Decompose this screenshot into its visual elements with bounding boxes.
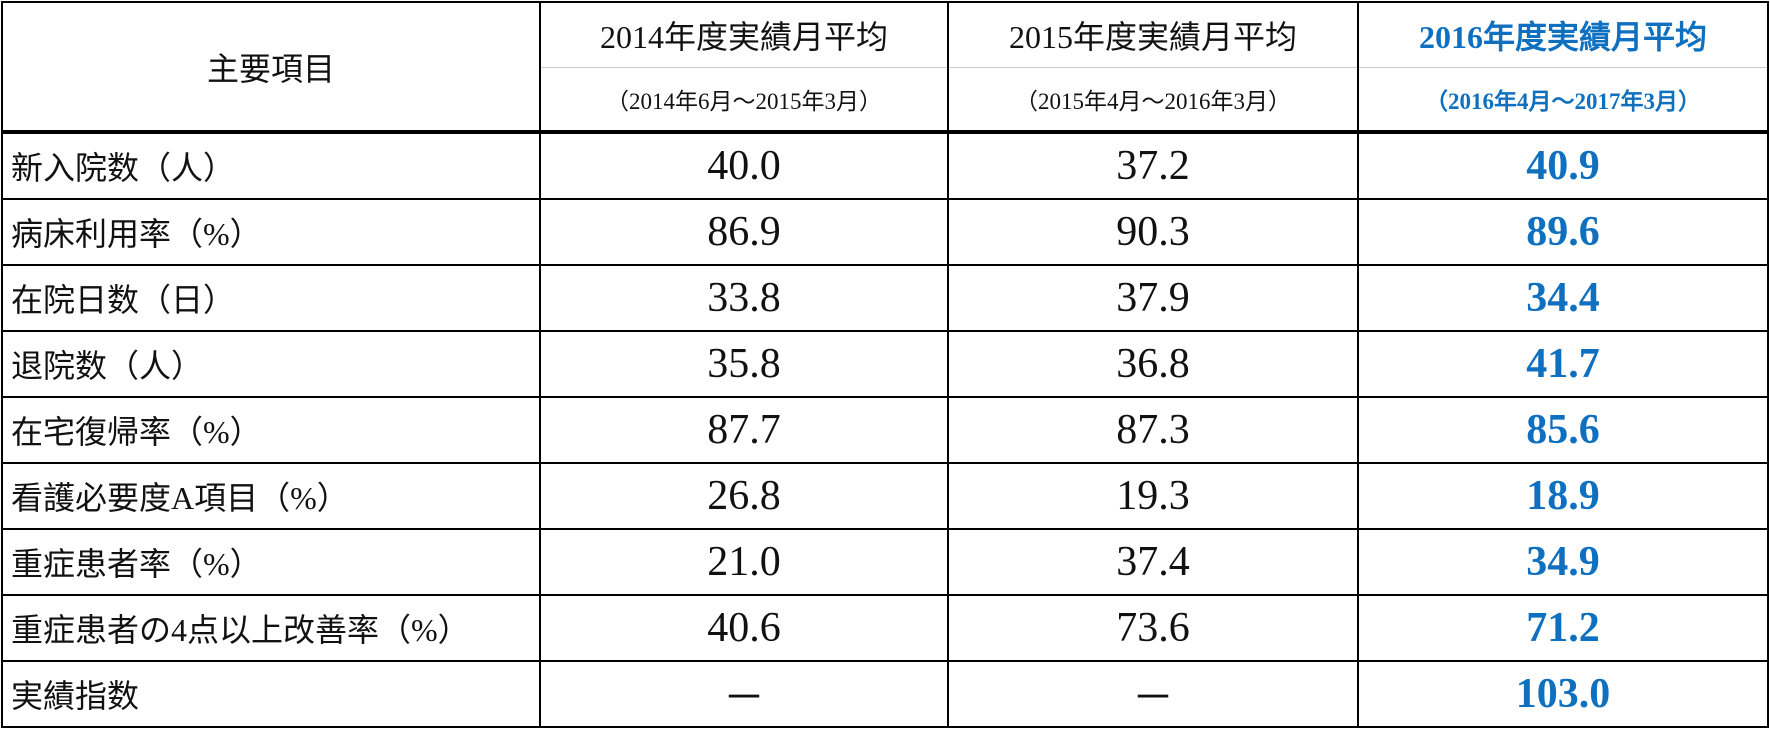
value-cell: － [539,660,949,728]
value-cell: 35.8 [539,330,949,398]
column-period: （2016年4月～2017年3月） [1357,67,1769,134]
table-row: 重症患者の4点以上改善率（%） 40.6 73.6 71.2 [1,594,1769,662]
column-title: 2016年度実績月平均 [1357,1,1769,68]
table-row: 主要項目 2014年度実績月平均 2015年度実績月平均 2016年度実績月平均 [1,1,1769,134]
value-cell: 87.7 [539,396,949,464]
row-label: 在院日数（日） [1,264,541,332]
row-label: 実績指数 [1,660,541,728]
value-cell: 40.0 [539,131,949,200]
value-cell: 37.2 [947,131,1359,200]
row-label: 新入院数（人） [1,131,541,200]
value-cell: 33.8 [539,264,949,332]
header-label: 主要項目 [1,1,541,134]
row-label: 看護必要度A項目（%） [1,462,541,530]
value-cell: 40.6 [539,594,949,662]
table-container: 主要項目 2014年度実績月平均 2015年度実績月平均 2016年度実績月平均 （20… [1,1,1769,728]
value-cell: 41.7 [1357,330,1769,398]
column-title: 2014年度実績月平均 [539,1,949,68]
row-label: 退院数（人） [1,330,541,398]
value-cell: 21.0 [539,528,949,596]
value-cell: 34.9 [1357,528,1769,596]
table-row: 退院数（人） 35.8 36.8 41.7 [1,330,1769,398]
value-cell: － [947,660,1359,728]
value-cell: 18.9 [1357,462,1769,530]
column-title: 2015年度実績月平均 [947,1,1359,68]
table-row: 重症患者率（%） 21.0 37.4 34.9 [1,528,1769,596]
value-cell: 71.2 [1357,594,1769,662]
table-row: 病床利用率（%） 86.9 90.3 89.6 [1,198,1769,266]
row-label: 重症患者の4点以上改善率（%） [1,594,541,662]
row-label: 病床利用率（%） [1,198,541,266]
value-cell: 89.6 [1357,198,1769,266]
value-cell: 85.6 [1357,396,1769,464]
table-row: （2014年6月～2015年3月） （2015年4月～2016年3月） （2016年… [2,67,1769,134]
column-period: （2014年6月～2015年3月） [539,67,949,134]
table-row: 看護必要度A項目（%） 26.8 19.3 18.9 [1,462,1769,530]
table-row: 在宅復帰率（%） 87.7 87.3 85.6 [1,396,1769,464]
value-cell: 37.9 [947,264,1359,332]
value-cell: 37.4 [947,528,1359,596]
value-cell: 73.6 [947,594,1359,662]
column-period: （2015年4月～2016年3月） [947,67,1359,134]
table-row: 実績指数－－ 103.0 [1,660,1769,728]
value-cell: 86.9 [539,198,949,266]
value-cell: 34.4 [1357,264,1769,332]
value-cell: 26.8 [539,462,949,530]
value-cell: 36.8 [947,330,1359,398]
table-row: 在院日数（日） 33.8 37.9 34.4 [1,264,1769,332]
results-table: 主要項目 2014年度実績月平均 2015年度実績月平均 2016年度実績月平均 （20… [1,1,1769,728]
value-cell: 103.0 [1357,660,1769,728]
row-label: 在宅復帰率（%） [1,396,541,464]
value-cell: 19.3 [947,462,1359,530]
value-cell: 40.9 [1357,131,1769,200]
table-row: 新入院数（人） 40.0 37.2 40.9 [1,131,1769,200]
value-cell: 90.3 [947,198,1359,266]
row-label: 重症患者率（%） [1,528,541,596]
value-cell: 87.3 [947,396,1359,464]
